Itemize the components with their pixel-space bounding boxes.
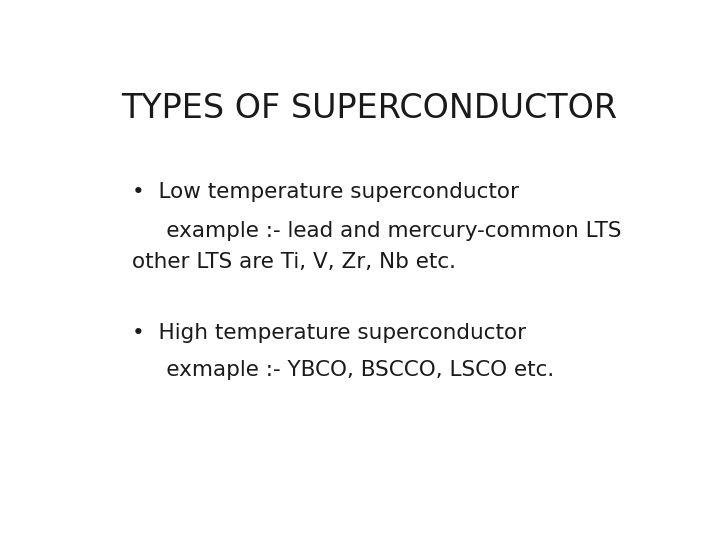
Text: •  Low temperature superconductor: • Low temperature superconductor <box>132 181 519 201</box>
Text: •  High temperature superconductor: • High temperature superconductor <box>132 323 526 343</box>
Text: exmaple :- YBCO, BSCCO, LSCO etc.: exmaple :- YBCO, BSCCO, LSCO etc. <box>132 360 554 380</box>
Text: other LTS are Ti, V, Zr, Nb etc.: other LTS are Ti, V, Zr, Nb etc. <box>132 252 456 272</box>
Text: TYPES OF SUPERCONDUCTOR: TYPES OF SUPERCONDUCTOR <box>121 92 617 125</box>
Text: example :- lead and mercury-common LTS: example :- lead and mercury-common LTS <box>132 221 621 241</box>
